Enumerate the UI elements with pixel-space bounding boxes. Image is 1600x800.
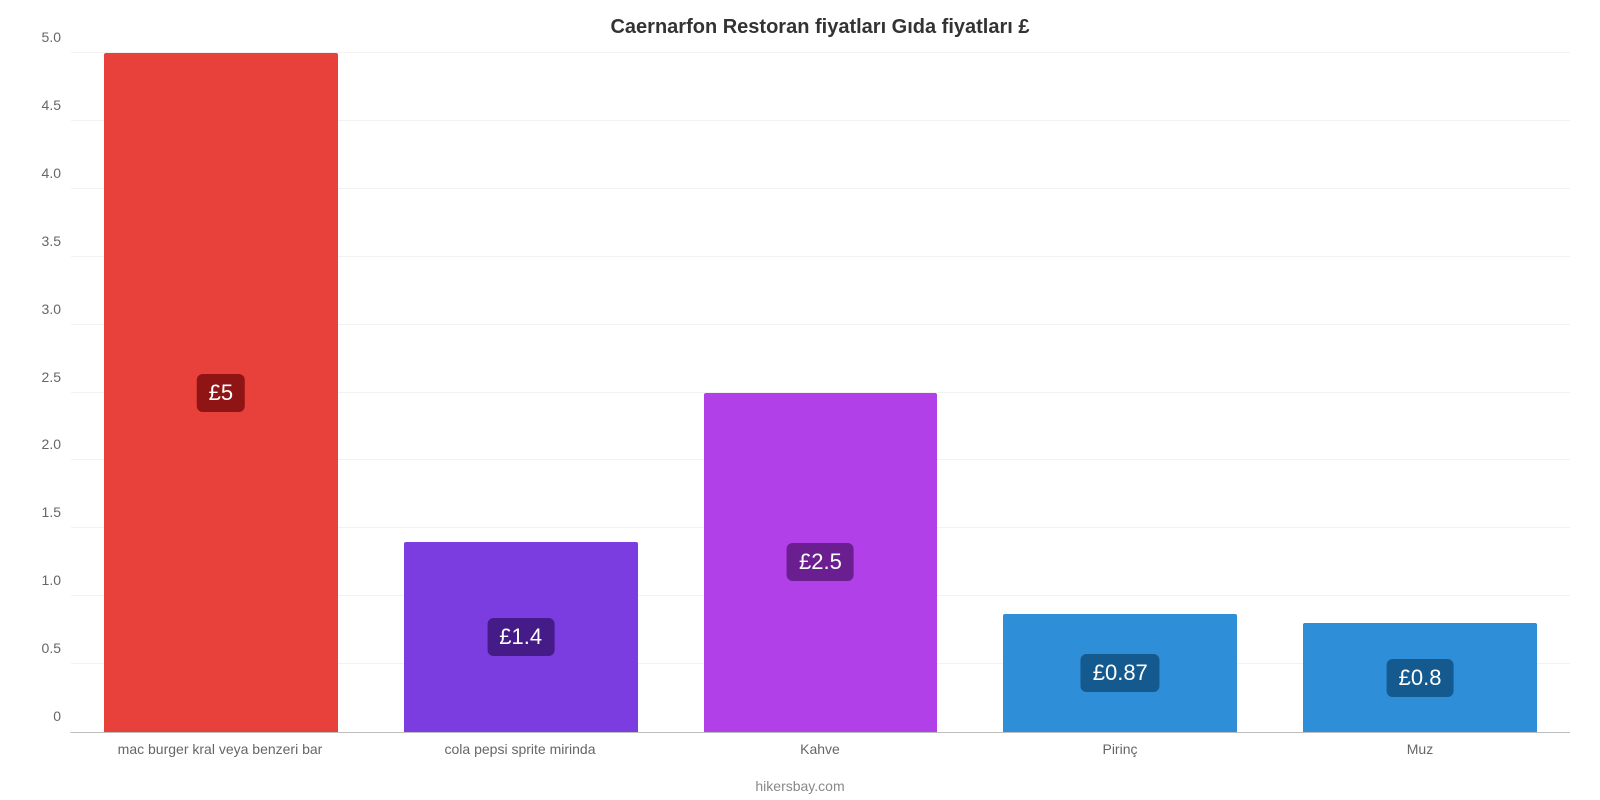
bar-value-label: £1.4: [487, 618, 554, 656]
bar-slot: £1.4: [371, 53, 671, 732]
bars-row: £5 £1.4 £2.5 £0.87 £0.8: [71, 53, 1570, 732]
bar-slot: £0.87: [970, 53, 1270, 732]
y-tick-label: 2.5: [42, 369, 61, 385]
bar: £2.5: [704, 393, 938, 733]
x-axis-labels: mac burger kral veya benzeri barcola pep…: [70, 741, 1570, 757]
chart-container: Caernarfon Restoran fiyatları Gıda fiyat…: [0, 0, 1600, 800]
bar: £5: [104, 53, 338, 732]
y-tick-label: 4.5: [42, 97, 61, 113]
x-axis-label: Kahve: [670, 741, 970, 757]
x-axis-label: Pirinç: [970, 741, 1270, 757]
bar-value-label: £0.87: [1081, 654, 1160, 692]
x-axis-label: mac burger kral veya benzeri bar: [70, 741, 370, 757]
chart-title: Caernarfon Restoran fiyatları Gıda fiyat…: [70, 16, 1570, 39]
bar-slot: £2.5: [671, 53, 971, 732]
bar-slot: £5: [71, 53, 371, 732]
y-tick-label: 5.0: [42, 29, 61, 45]
bar: £0.87: [1003, 614, 1237, 732]
bar: £1.4: [404, 542, 638, 732]
bar-value-label: £0.8: [1387, 659, 1454, 697]
footer-attribution: hikersbay.com: [0, 778, 1600, 794]
y-tick-label: 3.5: [42, 233, 61, 249]
y-tick-label: 1.0: [42, 572, 61, 588]
x-axis-label: cola pepsi sprite mirinda: [370, 741, 670, 757]
y-tick-label: 0.5: [42, 640, 61, 656]
bar-value-label: £5: [197, 374, 245, 412]
y-tick-label: 4.0: [42, 165, 61, 181]
y-tick-label: 2.0: [42, 436, 61, 452]
x-axis-label: Muz: [1270, 741, 1570, 757]
y-tick-label: 0: [53, 708, 61, 724]
y-tick-label: 1.5: [42, 504, 61, 520]
plot-area: £5£1.4£2.5£0.87£0.8 00.51.01.52.02.53.03…: [70, 53, 1570, 733]
bar: £0.8: [1303, 623, 1537, 732]
bar-slot: £0.8: [1270, 53, 1570, 732]
bar-value-label: £2.5: [787, 543, 854, 581]
y-tick-label: 3.0: [42, 301, 61, 317]
